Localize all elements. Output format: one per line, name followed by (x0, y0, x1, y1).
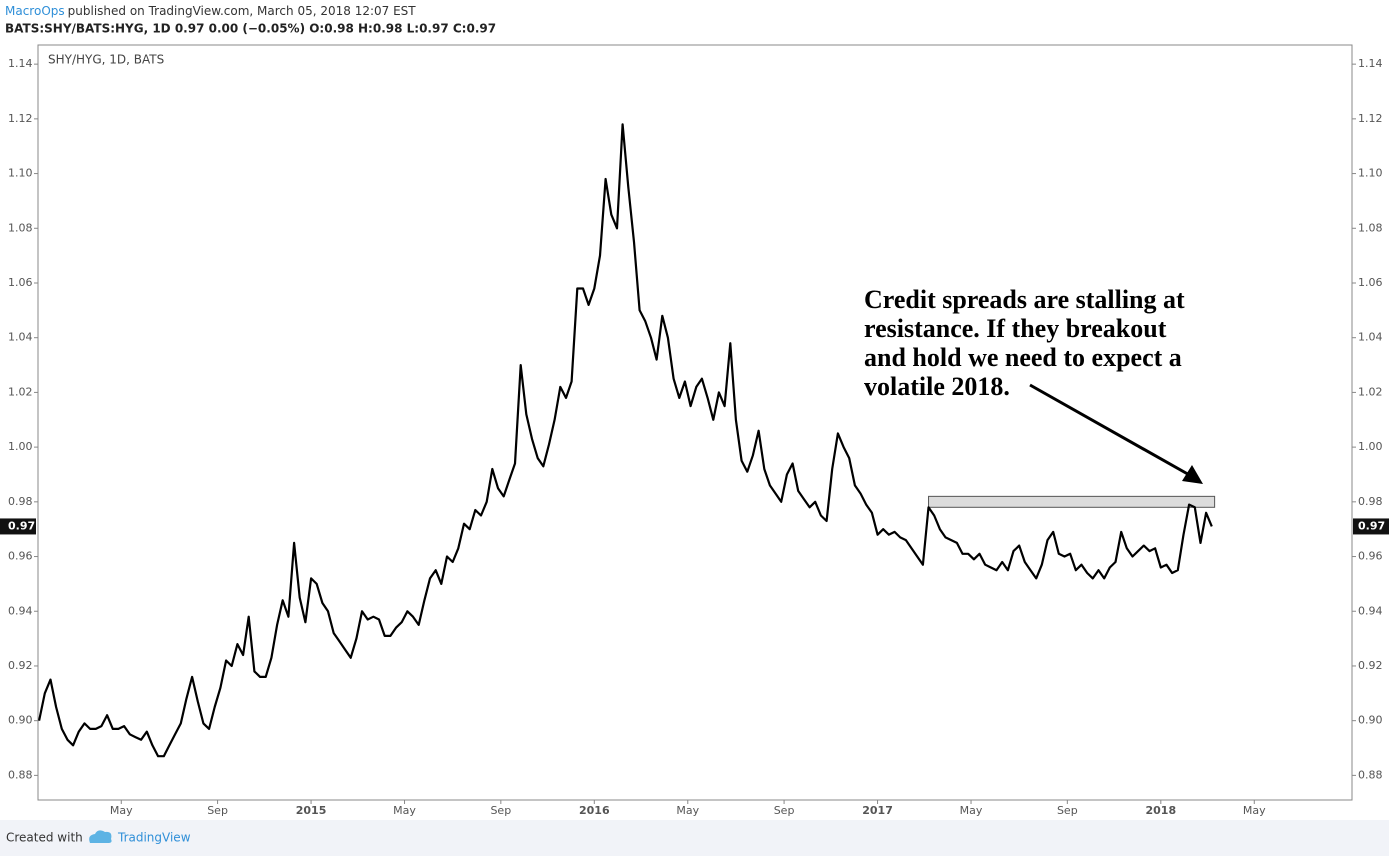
x-tick-label: 2018 (1145, 804, 1176, 817)
y-tick-label: 1.14 (8, 57, 33, 70)
x-tick-label: Sep (490, 804, 511, 817)
y2-tick-label: 1.04 (1358, 331, 1383, 344)
x-tick-label: May (393, 804, 416, 817)
y-tick-label: 0.96 (8, 550, 33, 563)
y2-tick-label: 1.14 (1358, 57, 1383, 70)
y2-tick-label: 0.98 (1358, 495, 1383, 508)
header-line: MacroOps published on TradingView.com, Ma… (5, 4, 416, 18)
brand-logo (89, 830, 112, 843)
x-tick-label: Sep (207, 804, 228, 817)
y-tick-label: 0.98 (8, 495, 33, 508)
y-tick-label: 1.10 (8, 167, 33, 180)
y-tick-label: 1.08 (8, 221, 33, 234)
y-tick-label: 0.94 (8, 604, 33, 617)
x-tick-label: 2016 (579, 804, 610, 817)
y2-tick-label: 1.12 (1358, 112, 1383, 125)
y2-tick-label: 1.00 (1358, 440, 1383, 453)
last-price-label: 0.97 (8, 519, 35, 532)
x-tick-label: May (110, 804, 133, 817)
published: published on TradingView.com, March 05, … (68, 4, 417, 18)
y-tick-label: 0.92 (8, 659, 33, 672)
annotation-line: volatile 2018. (864, 372, 1010, 401)
y2-tick-label: 1.02 (1358, 385, 1383, 398)
footer-bar (0, 820, 1389, 856)
footer-text: Created with (6, 831, 83, 845)
y-tick-label: 1.06 (8, 276, 33, 289)
y2-tick-label: 0.92 (1358, 659, 1383, 672)
x-tick-label: 2015 (296, 804, 327, 817)
x-tick-label: May (1243, 804, 1266, 817)
x-tick-label: May (960, 804, 983, 817)
x-tick-label: May (676, 804, 699, 817)
y-tick-label: 1.00 (8, 440, 33, 453)
annotation-line: and hold we need to expect a (864, 343, 1182, 372)
x-tick-label: 2017 (862, 804, 893, 817)
annotation-line: resistance. If they breakout (864, 314, 1167, 343)
price-line (38, 123, 1213, 758)
y-tick-label: 1.12 (8, 112, 33, 125)
annotation-line: Credit spreads are stalling at (864, 285, 1185, 314)
author[interactable]: MacroOps (5, 4, 65, 18)
last-price-box-right (1353, 518, 1389, 535)
y-tick-label: 0.90 (8, 714, 33, 727)
y-tick-label: 1.02 (8, 385, 33, 398)
last-price-label-right: 0.97 (1358, 519, 1385, 532)
y2-tick-label: 1.06 (1358, 276, 1383, 289)
y2-tick-label: 1.08 (1358, 221, 1383, 234)
y2-tick-label: 0.88 (1358, 768, 1383, 781)
y-tick-label: 0.88 (8, 768, 33, 781)
footer-brand[interactable]: TradingView (117, 831, 191, 845)
plot-frame (37, 44, 1353, 801)
resistance-zone (928, 495, 1216, 508)
y-tick-label: 1.04 (8, 331, 33, 344)
y2-tick-label: 0.96 (1358, 550, 1383, 563)
ohlc: BATS:SHY/BATS:HYG, 1D 0.97 0.00 (−0.05%)… (5, 22, 496, 36)
x-tick-label: Sep (774, 804, 795, 817)
last-price-box (0, 518, 36, 535)
x-tick-label: Sep (1057, 804, 1078, 817)
y2-tick-label: 1.10 (1358, 167, 1383, 180)
y2-tick-label: 0.94 (1358, 604, 1383, 617)
arrow-head (1182, 465, 1203, 484)
y2-tick-label: 0.90 (1358, 714, 1383, 727)
series-label: SHY/HYG, 1D, BATS (48, 53, 164, 67)
arrow-line (1029, 383, 1194, 479)
